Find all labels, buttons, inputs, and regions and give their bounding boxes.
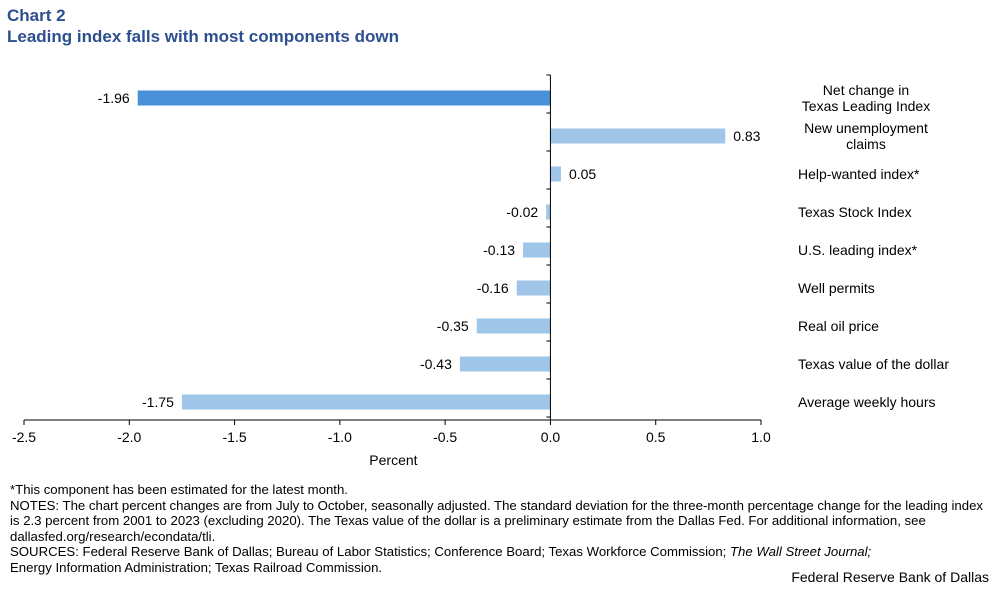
category-label-9: Average weekly hours	[798, 394, 935, 410]
data-label-5: -0.13	[483, 242, 515, 258]
chart-number: Chart 2	[7, 6, 66, 25]
chart-title: Leading index falls with most components…	[7, 27, 399, 46]
bar-8	[459, 356, 551, 372]
x-tick-label-8: 1.0	[751, 429, 771, 445]
data-label-4: -0.02	[506, 204, 538, 220]
data-label-6: -0.16	[477, 280, 509, 296]
chart-notes: *This component has been estimated for t…	[10, 482, 995, 575]
sources-text: SOURCES: Federal Reserve Bank of Dallas;…	[10, 544, 872, 559]
source-credit: Federal Reserve Bank of Dallas	[791, 569, 989, 585]
x-tick-label-2: -2.0	[117, 429, 141, 445]
data-label-3: 0.05	[569, 166, 596, 182]
category-label-2: New unemployment claims	[804, 120, 928, 152]
bar-4	[546, 204, 551, 220]
data-label-9: -1.75	[142, 394, 174, 410]
category-label-5: U.S. leading index*	[798, 242, 918, 258]
data-label-8: -0.43	[420, 356, 452, 372]
bar-6	[516, 280, 551, 296]
category-label-7: Real oil price	[798, 318, 879, 334]
category-label-4: Texas Stock Index	[798, 204, 912, 220]
data-label-2: 0.83	[733, 128, 760, 144]
data-label-1: -1.96	[98, 90, 130, 106]
data-label-7: -0.35	[437, 318, 469, 334]
x-tick-label-5: -0.5	[433, 429, 457, 445]
bar-2	[550, 128, 726, 144]
category-label-6: Well permits	[798, 280, 875, 296]
chart-title-block: Chart 2 Leading index falls with most co…	[7, 5, 399, 47]
bar-1	[137, 90, 551, 106]
category-label-1: Net change in Texas Leading Index	[802, 82, 930, 114]
notes-text: NOTES: The chart percent changes are fro…	[10, 497, 984, 544]
x-tick-label-6: 0.0	[541, 429, 561, 445]
x-tick-label-3: -1.5	[223, 429, 247, 445]
category-label-8: Texas value of the dollar	[798, 356, 949, 372]
bar-7	[476, 318, 551, 334]
bar-chart: -1.96 Net change in Texas Leading Index 0.8…	[12, 74, 949, 468]
x-tick-label-4: -1.0	[328, 429, 352, 445]
x-tick-label-7: 0.5	[646, 429, 666, 445]
category-label-3: Help-wanted index*	[798, 166, 920, 182]
estimate-footnote: *This component has been estimated for t…	[10, 482, 348, 497]
x-axis-title: Percent	[369, 452, 417, 468]
bar-3	[550, 166, 561, 182]
x-tick-label-1: -2.5	[12, 429, 36, 445]
bar-9	[181, 394, 551, 410]
bar-5	[523, 242, 551, 258]
sources-text-continued: Energy Information Administration; Texas…	[10, 559, 383, 575]
